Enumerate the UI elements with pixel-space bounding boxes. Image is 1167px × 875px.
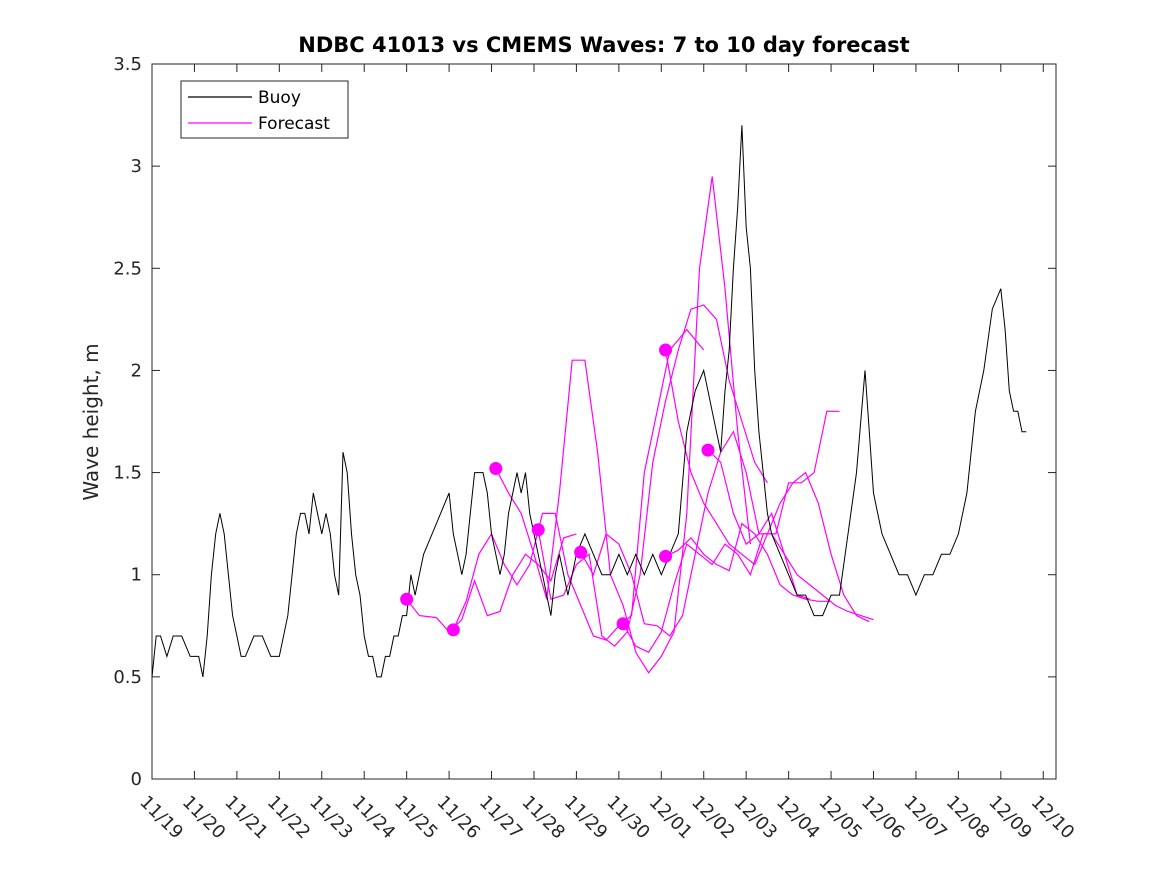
legend-box <box>180 80 349 139</box>
forecast-line-9 <box>707 449 874 621</box>
plot-frame <box>151 63 1057 780</box>
y-tick-label: 2 <box>131 360 142 381</box>
forecast-line-6 <box>622 410 840 654</box>
forecast-start-marker <box>400 592 414 606</box>
forecast-start-marker <box>531 523 545 537</box>
y-tick-label: 1.5 <box>113 463 142 484</box>
y-tick-label: 2.5 <box>113 258 142 279</box>
legend-forecast-label: Forecast <box>258 114 330 134</box>
forecast-line-2 <box>452 328 705 641</box>
legend-buoy-label: Buoy <box>258 88 301 108</box>
forecast-start-marker <box>659 549 673 563</box>
forecast-start-marker <box>616 617 630 631</box>
y-tick-label: 0 <box>131 769 142 790</box>
forecast-start-marker <box>446 623 460 637</box>
chart-title: NDBC 41013 vs CMEMS Waves: 7 to 10 day f… <box>298 33 909 57</box>
y-tick-label: 1 <box>131 565 142 586</box>
y-tick-label: 3.5 <box>113 54 142 75</box>
forecast-lines <box>406 176 874 674</box>
buoy-line-group <box>151 125 1027 678</box>
forecast-markers <box>400 343 715 637</box>
plot-area <box>151 63 1057 780</box>
y-tick-label: 3 <box>131 156 142 177</box>
buoy-line <box>151 125 1027 678</box>
y-axis-ticks: 0 0.5 1 1.5 2 2.5 3 3.5 <box>113 54 1056 790</box>
forecast-line-8 <box>665 522 832 602</box>
forecast-line-4 <box>537 304 768 648</box>
forecast-start-marker <box>701 443 715 457</box>
forecast-line-5 <box>580 430 810 637</box>
y-tick-label: 0.5 <box>113 667 142 688</box>
forecast-start-marker <box>574 545 588 559</box>
forecast-start-marker <box>489 461 503 475</box>
y-axis-label: Wave height, m <box>79 343 103 500</box>
forecast-line-3 <box>495 176 751 674</box>
legend: Buoy Forecast <box>180 80 349 139</box>
forecast-start-marker <box>659 343 673 357</box>
